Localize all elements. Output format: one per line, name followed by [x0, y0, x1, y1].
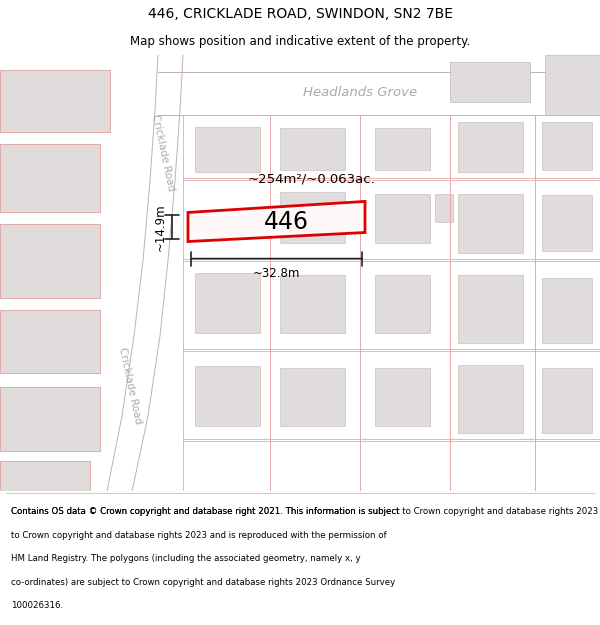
Bar [270, 439, 360, 491]
Bar [270, 259, 360, 351]
Bar [375, 368, 430, 426]
Polygon shape [188, 201, 365, 241]
Bar [458, 194, 523, 252]
Bar [450, 115, 535, 181]
Bar [542, 196, 592, 251]
Bar [183, 115, 270, 181]
Text: Map shows position and indicative extent of the property.: Map shows position and indicative extent… [130, 35, 470, 48]
Bar [0, 224, 100, 298]
Bar [183, 259, 270, 351]
Bar [535, 349, 600, 441]
Bar [0, 144, 100, 212]
Bar [195, 366, 260, 426]
Bar [450, 259, 535, 351]
Text: ~14.9m: ~14.9m [154, 203, 167, 251]
Text: 446: 446 [264, 210, 309, 234]
Bar [183, 439, 270, 491]
Bar [435, 194, 453, 222]
Bar [280, 368, 345, 426]
Text: Cricklade Road: Cricklade Road [150, 113, 176, 192]
Bar [360, 259, 450, 351]
Text: Headlands Grove: Headlands Grove [303, 86, 417, 99]
Text: ~32.8m: ~32.8m [253, 267, 300, 279]
Bar [0, 70, 110, 132]
Bar [0, 310, 100, 373]
Bar [195, 272, 260, 332]
Bar [375, 194, 430, 242]
Bar [542, 368, 592, 433]
Bar [360, 115, 450, 181]
Bar [542, 278, 592, 343]
Bar [0, 461, 90, 491]
Bar [360, 349, 450, 441]
Bar [360, 439, 450, 491]
Text: to Crown copyright and database rights 2023 and is reproduced with the permissio: to Crown copyright and database rights 2… [11, 531, 386, 540]
Bar [375, 128, 430, 171]
Text: Cricklade Road: Cricklade Road [117, 347, 143, 425]
Bar [183, 349, 270, 441]
Bar [270, 178, 360, 261]
Bar [535, 178, 600, 261]
Text: ~254m²/~0.063ac.: ~254m²/~0.063ac. [248, 173, 376, 186]
Bar [0, 224, 100, 298]
Bar [450, 178, 535, 261]
Bar [0, 310, 100, 373]
Bar [458, 274, 523, 343]
Bar [458, 122, 523, 172]
Bar [280, 274, 345, 332]
Text: HM Land Registry. The polygons (including the associated geometry, namely x, y: HM Land Registry. The polygons (includin… [11, 554, 361, 563]
Bar [280, 128, 345, 171]
Polygon shape [107, 55, 183, 491]
Text: Contains OS data © Crown copyright and database right 2021. This information is : Contains OS data © Crown copyright and d… [11, 508, 400, 516]
Text: 100026316.: 100026316. [11, 601, 63, 610]
Bar [0, 387, 100, 451]
Bar [360, 178, 450, 261]
Bar [270, 115, 360, 181]
Bar [375, 274, 430, 332]
Bar [542, 122, 592, 171]
Bar [458, 365, 523, 433]
Bar [270, 349, 360, 441]
Text: 446, CRICKLADE ROAD, SWINDON, SN2 7BE: 446, CRICKLADE ROAD, SWINDON, SN2 7BE [148, 7, 452, 21]
Text: Contains OS data © Crown copyright and database right 2021. This information is : Contains OS data © Crown copyright and d… [11, 508, 600, 516]
Bar [183, 178, 270, 261]
Bar [0, 144, 100, 212]
Bar [280, 192, 345, 242]
Bar [450, 349, 535, 441]
Bar [0, 387, 100, 451]
Text: co-ordinates) are subject to Crown copyright and database rights 2023 Ordnance S: co-ordinates) are subject to Crown copyr… [11, 578, 395, 586]
Bar [450, 62, 530, 102]
Bar [535, 115, 600, 181]
Bar [535, 259, 600, 351]
Bar [0, 461, 90, 491]
Bar [195, 127, 260, 172]
Polygon shape [158, 72, 600, 115]
Bar [0, 70, 110, 132]
Bar [535, 439, 600, 491]
Bar [545, 55, 600, 115]
Bar [450, 439, 535, 491]
